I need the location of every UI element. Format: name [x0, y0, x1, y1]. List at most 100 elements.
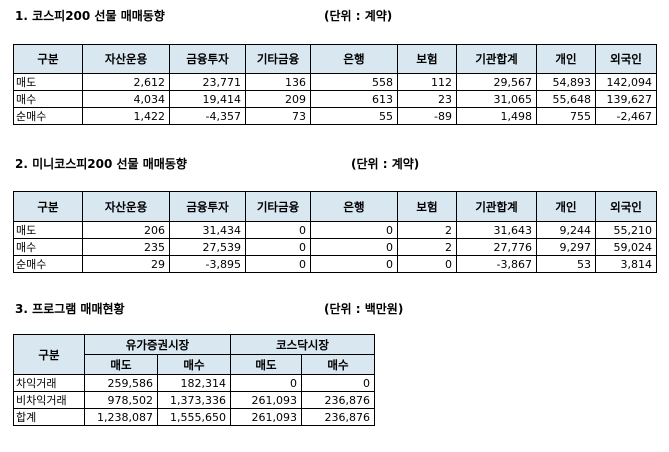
table-cell: 0 — [230, 374, 303, 392]
table-cell: 142,094 — [595, 73, 657, 91]
table-cell: 59,024 — [595, 238, 657, 256]
table-cell: -2,467 — [595, 107, 657, 125]
corner-header: 구분 — [13, 334, 85, 375]
table-cell: 29 — [82, 255, 170, 273]
column-header: 외국인 — [595, 191, 657, 222]
table-cell: 1,373,336 — [156, 391, 232, 409]
table-cell: 139,627 — [595, 90, 657, 108]
table-cell: 2,612 — [82, 73, 170, 91]
column-header: 구분 — [13, 44, 83, 74]
table-cell: 3,814 — [595, 255, 657, 273]
table-cell: 261,093 — [230, 408, 303, 426]
section2-unit: (단위 : 계약) — [351, 157, 420, 171]
table-cell: -4,357 — [169, 107, 246, 125]
table-cell: 73 — [245, 107, 311, 125]
table-cell: 0 — [245, 238, 311, 256]
table-cell: 31,434 — [169, 221, 246, 239]
column-header: 기관합계 — [456, 191, 537, 222]
table-row: 합계 1,238,087 1,555,650 261,093 236,876 — [13, 408, 376, 426]
section1-unit: (단위 : 계약) — [324, 9, 393, 23]
table-header-row: 매도 매수 매도 매수 — [14, 354, 376, 375]
row-label: 매수 — [13, 238, 83, 256]
table-cell: 0 — [310, 238, 398, 256]
table-row: 매수 4,034 19,414 209 613 23 31,065 55,648… — [13, 90, 657, 108]
table-cell: 31,065 — [456, 90, 537, 108]
row-label: 비차익거래 — [13, 391, 85, 409]
table-cell: 29,567 — [456, 73, 537, 91]
table-cell: 53 — [536, 255, 596, 273]
table-cell: 182,314 — [156, 374, 232, 392]
row-label: 순매수 — [13, 107, 83, 125]
table-cell: 4,034 — [82, 90, 170, 108]
table-cell: 2 — [397, 238, 457, 256]
table-cell: 23,771 — [169, 73, 246, 91]
table-header-row: 구분 자산운용 금융투자 기타금융 은행 보험 기관합계 개인 외국인 — [13, 44, 657, 74]
row-label: 매수 — [13, 90, 83, 108]
table-row: 순매수 1,422 -4,357 73 55 -89 1,498 755 -2,… — [13, 107, 657, 125]
table-cell: 0 — [245, 255, 311, 273]
table-cell: 236,876 — [301, 391, 376, 409]
section1-title: 1. 코스피200 선물 매매동향 — [15, 9, 165, 23]
table-cell: 19,414 — [169, 90, 246, 108]
table-cell: 27,539 — [169, 238, 246, 256]
column-header: 개인 — [536, 191, 596, 222]
table-cell: 112 — [397, 73, 457, 91]
table-cell: 23 — [397, 90, 457, 108]
table-cell: 0 — [397, 255, 457, 273]
row-label: 매도 — [13, 221, 83, 239]
table-cell: 755 — [536, 107, 596, 125]
column-header: 은행 — [310, 191, 398, 222]
table-cell: 2 — [397, 221, 457, 239]
row-label: 합계 — [13, 408, 85, 426]
mini-futures-trading-table: 구분 자산운용 금융투자 기타금융 은행 보험 기관합계 개인 외국인 매도 2… — [13, 191, 657, 273]
column-header: 자산운용 — [82, 44, 170, 74]
column-header: 금융투자 — [169, 44, 246, 74]
column-header: 기관합계 — [456, 44, 537, 74]
column-header: 매도 — [84, 354, 158, 375]
column-header: 개인 — [536, 44, 596, 74]
program-trading-table: 구분 유가증권시장 코스닥시장 매도 매수 매도 매수 차익거래 259,586… — [13, 334, 376, 426]
table-row: 매도 206 31,434 0 0 2 31,643 9,244 55,210 — [13, 221, 657, 239]
table-cell: 0 — [245, 221, 311, 239]
table-cell: 259,586 — [84, 374, 158, 392]
table-cell: 1,498 — [456, 107, 537, 125]
table-cell: -89 — [397, 107, 457, 125]
column-header: 매수 — [301, 354, 376, 375]
table-cell: 613 — [310, 90, 398, 108]
table-cell: 558 — [310, 73, 398, 91]
column-header: 은행 — [310, 44, 398, 74]
table-cell: 136 — [245, 73, 311, 91]
column-header: 보험 — [397, 44, 457, 74]
section3-unit: (단위 : 백만원) — [324, 302, 404, 316]
row-label: 매도 — [13, 73, 83, 91]
table-cell: 27,776 — [456, 238, 537, 256]
column-header: 자산운용 — [82, 191, 170, 222]
table-cell: 1,555,650 — [156, 408, 232, 426]
group-header: 유가증권시장 — [83, 334, 232, 355]
table-cell: 55,648 — [536, 90, 596, 108]
futures-trading-table: 구분 자산운용 금융투자 기타금융 은행 보험 기관합계 개인 외국인 매도 2… — [13, 44, 657, 125]
table-cell: 0 — [310, 221, 398, 239]
section3-title: 3. 프로그램 매매현황 — [15, 302, 125, 316]
table-cell: 209 — [245, 90, 311, 108]
table-cell: 978,502 — [84, 391, 158, 409]
table-row: 매수 235 27,539 0 0 2 27,776 9,297 59,024 — [13, 238, 657, 256]
table-cell: 31,643 — [456, 221, 537, 239]
table-header-row: 구분 자산운용 금융투자 기타금융 은행 보험 기관합계 개인 외국인 — [13, 191, 657, 222]
table-cell: 236,876 — [301, 408, 376, 426]
table-row: 순매수 29 -3,895 0 0 0 -3,867 53 3,814 — [13, 255, 657, 273]
table-cell: 54,893 — [536, 73, 596, 91]
table-cell: 1,422 — [82, 107, 170, 125]
column-header: 금융투자 — [169, 191, 246, 222]
table-cell: 1,238,087 — [84, 408, 158, 426]
table-header-row: 구분 유가증권시장 코스닥시장 — [13, 334, 376, 375]
table-cell: -3,895 — [169, 255, 246, 273]
row-label: 순매수 — [13, 255, 83, 273]
table-cell: 9,244 — [536, 221, 596, 239]
table-cell: 206 — [82, 221, 170, 239]
table-cell: 235 — [82, 238, 170, 256]
table-row: 비차익거래 978,502 1,373,336 261,093 236,876 — [13, 391, 376, 409]
column-header: 기타금융 — [245, 191, 311, 222]
table-cell: 0 — [301, 374, 376, 392]
table-row: 차익거래 259,586 182,314 0 0 — [13, 374, 376, 392]
